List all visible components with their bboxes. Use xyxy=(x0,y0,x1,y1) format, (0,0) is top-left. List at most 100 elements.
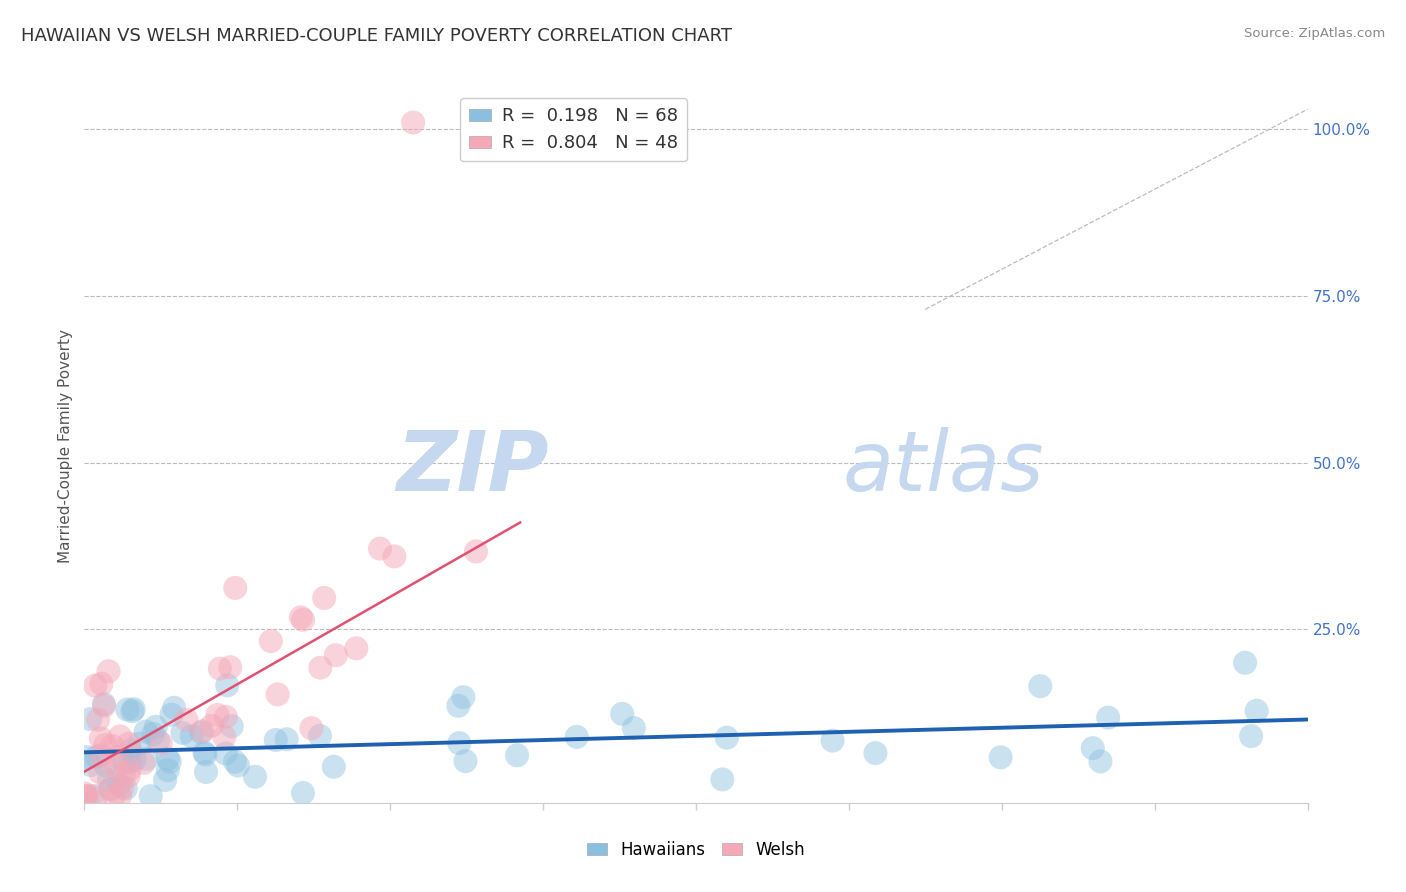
Point xyxy=(90,747,112,762)
Point xyxy=(100,782,122,797)
Point xyxy=(132,756,155,770)
Point xyxy=(226,758,249,772)
Point xyxy=(163,700,186,714)
Point xyxy=(120,755,142,769)
Text: atlas: atlas xyxy=(842,427,1045,508)
Point xyxy=(120,743,142,757)
Point xyxy=(156,751,179,765)
Point xyxy=(299,721,322,735)
Point xyxy=(1234,656,1257,670)
Point xyxy=(200,719,222,733)
Point xyxy=(325,648,347,662)
Point xyxy=(215,747,238,761)
Point xyxy=(447,698,470,713)
Point xyxy=(243,770,266,784)
Point xyxy=(108,778,131,792)
Point xyxy=(176,713,198,727)
Point xyxy=(180,729,202,743)
Point xyxy=(402,115,425,129)
Point xyxy=(128,737,150,751)
Point xyxy=(108,789,131,804)
Point xyxy=(93,697,115,711)
Point xyxy=(159,755,181,769)
Point xyxy=(217,678,239,692)
Point xyxy=(344,641,367,656)
Point xyxy=(219,660,242,674)
Point xyxy=(73,787,96,801)
Point xyxy=(122,702,145,716)
Point xyxy=(612,706,634,721)
Point xyxy=(292,613,315,627)
Point xyxy=(1246,704,1268,718)
Point xyxy=(1029,679,1052,693)
Point xyxy=(84,789,107,804)
Point xyxy=(454,754,477,768)
Point xyxy=(114,756,136,770)
Point xyxy=(135,724,157,739)
Point xyxy=(117,702,139,716)
Point xyxy=(76,750,98,764)
Point xyxy=(309,661,332,675)
Point xyxy=(322,760,344,774)
Point xyxy=(93,698,115,713)
Point xyxy=(115,781,138,796)
Point xyxy=(107,749,129,764)
Point xyxy=(309,729,332,743)
Point xyxy=(160,707,183,722)
Point xyxy=(111,780,134,795)
Point xyxy=(990,750,1012,764)
Point xyxy=(221,719,243,733)
Text: Source: ZipAtlas.com: Source: ZipAtlas.com xyxy=(1244,27,1385,40)
Point xyxy=(101,739,124,753)
Point xyxy=(121,704,143,718)
Point xyxy=(146,734,169,748)
Point xyxy=(98,782,121,797)
Point xyxy=(94,738,117,752)
Point xyxy=(1081,741,1104,756)
Point xyxy=(103,789,125,804)
Point xyxy=(453,690,475,705)
Point xyxy=(465,544,488,558)
Point xyxy=(153,773,176,788)
Point xyxy=(1090,755,1112,769)
Point xyxy=(191,724,214,739)
Point xyxy=(97,665,120,679)
Point xyxy=(79,712,101,726)
Point xyxy=(623,721,645,735)
Point xyxy=(87,713,110,727)
Point xyxy=(118,737,141,751)
Text: ZIP: ZIP xyxy=(396,427,550,508)
Point xyxy=(112,768,135,782)
Point xyxy=(124,753,146,767)
Legend: Hawaiians, Welsh: Hawaiians, Welsh xyxy=(581,835,811,866)
Point xyxy=(368,541,391,556)
Point xyxy=(139,789,162,804)
Point xyxy=(291,786,314,800)
Point xyxy=(1097,711,1119,725)
Point xyxy=(190,725,212,739)
Point xyxy=(142,727,165,741)
Point xyxy=(84,679,107,693)
Y-axis label: Married-Couple Family Poverty: Married-Couple Family Poverty xyxy=(58,329,73,563)
Point xyxy=(224,581,246,595)
Point xyxy=(264,733,287,747)
Point xyxy=(260,634,283,648)
Point xyxy=(80,758,103,772)
Text: HAWAIIAN VS WELSH MARRIED-COUPLE FAMILY POVERTY CORRELATION CHART: HAWAIIAN VS WELSH MARRIED-COUPLE FAMILY … xyxy=(21,27,733,45)
Point xyxy=(194,747,217,762)
Point xyxy=(90,677,112,691)
Point xyxy=(290,610,312,624)
Point xyxy=(1240,729,1263,743)
Point xyxy=(207,708,229,723)
Point xyxy=(865,746,887,760)
Point xyxy=(98,773,121,788)
Point xyxy=(76,789,98,804)
Point xyxy=(94,758,117,772)
Point xyxy=(108,730,131,744)
Point xyxy=(145,720,167,734)
Point xyxy=(821,733,844,747)
Point xyxy=(224,755,246,769)
Point xyxy=(118,769,141,783)
Point xyxy=(149,736,172,750)
Point xyxy=(449,736,471,750)
